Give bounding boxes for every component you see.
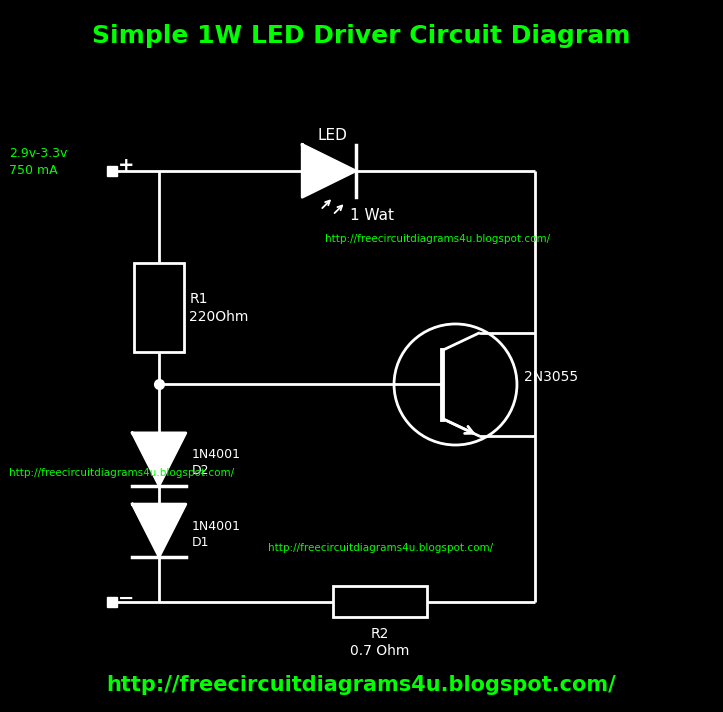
Text: +: + (119, 156, 134, 174)
Text: http://freecircuitdiagrams4u.blogspot.com/: http://freecircuitdiagrams4u.blogspot.co… (325, 234, 550, 244)
Text: http://freecircuitdiagrams4u.blogspot.com/: http://freecircuitdiagrams4u.blogspot.co… (9, 468, 234, 478)
Text: LED: LED (317, 127, 348, 143)
Polygon shape (302, 145, 356, 197)
Text: Simple 1W LED Driver Circuit Diagram: Simple 1W LED Driver Circuit Diagram (93, 23, 630, 48)
Bar (333, 586, 427, 617)
Text: R1
220Ohm: R1 220Ohm (189, 293, 249, 323)
Text: −: − (119, 589, 134, 607)
Text: 1 Wat: 1 Wat (351, 207, 394, 223)
Bar (134, 263, 184, 352)
Text: 2.9v-3.3v
750 mA: 2.9v-3.3v 750 mA (9, 147, 67, 177)
Text: 2N3055: 2N3055 (524, 370, 578, 384)
Polygon shape (132, 433, 186, 486)
Text: R2
0.7 Ohm: R2 0.7 Ohm (350, 627, 409, 658)
Text: http://freecircuitdiagrams4u.blogspot.com/: http://freecircuitdiagrams4u.blogspot.co… (106, 675, 617, 695)
Text: 1N4001
D1: 1N4001 D1 (192, 520, 241, 548)
Text: http://freecircuitdiagrams4u.blogspot.com/: http://freecircuitdiagrams4u.blogspot.co… (268, 543, 492, 553)
Polygon shape (132, 504, 186, 557)
Text: 1N4001
D2: 1N4001 D2 (192, 449, 241, 477)
